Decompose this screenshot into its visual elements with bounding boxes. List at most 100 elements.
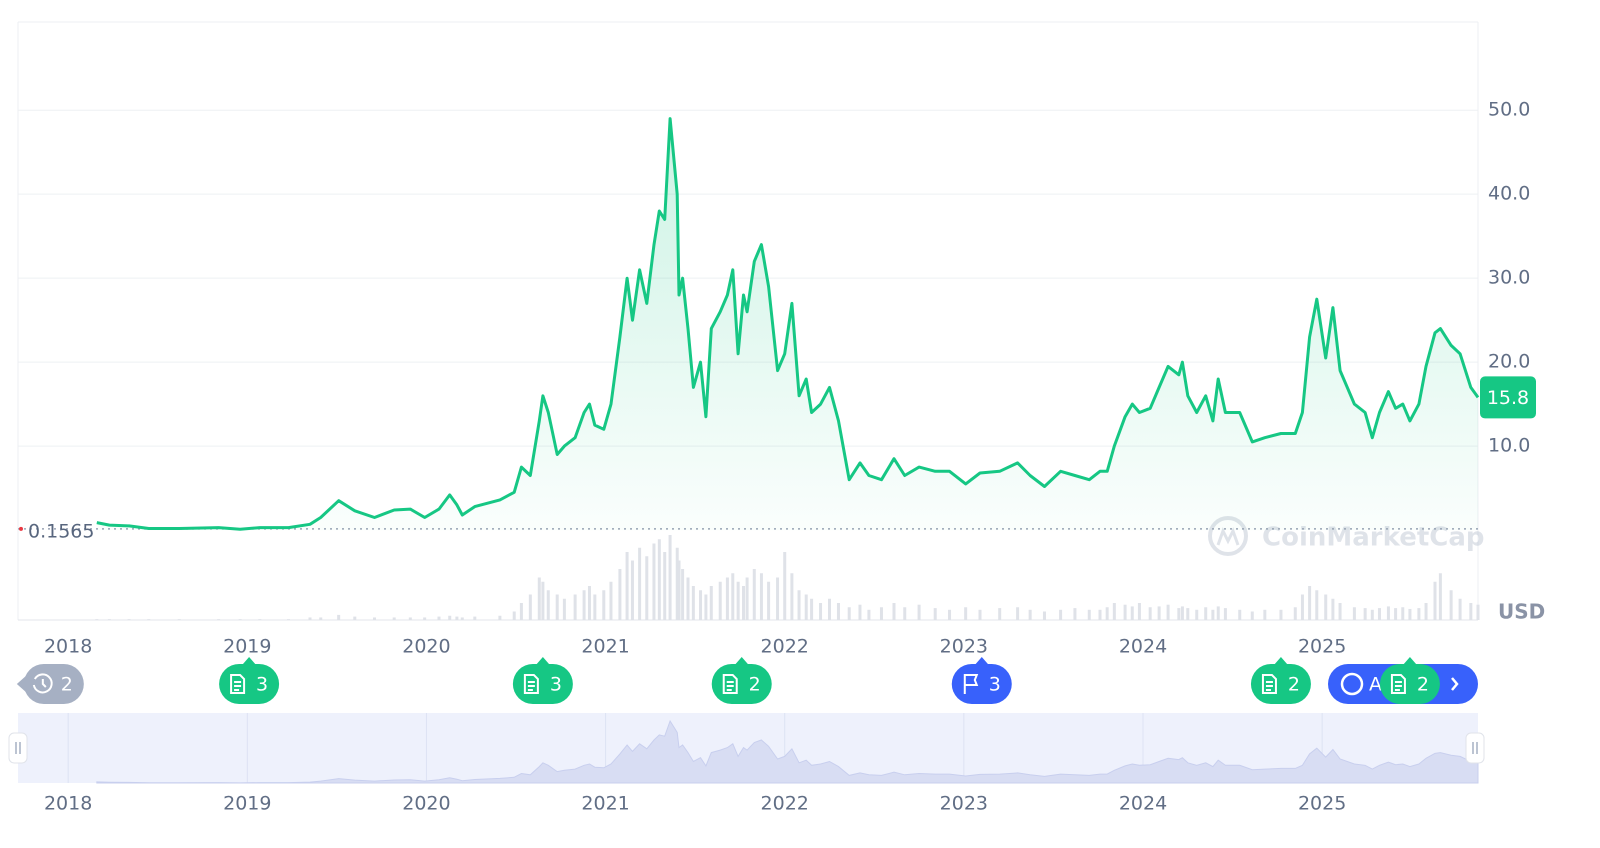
volume-bar — [1130, 606, 1134, 620]
badge-icon — [722, 674, 738, 694]
navigator-handle[interactable] — [1465, 732, 1485, 764]
volume-bar — [836, 603, 840, 620]
volume-bar — [1331, 598, 1335, 620]
volume-bar — [686, 577, 690, 620]
volume-bar — [704, 594, 708, 620]
volume-bar — [1469, 603, 1473, 620]
price-area — [96, 118, 1478, 531]
volume-bar — [1263, 609, 1267, 620]
volume-bar — [1324, 594, 1328, 620]
navigator-x-tick-label: 2019 — [223, 793, 271, 815]
navigator-x-tick-label: 2024 — [1119, 793, 1167, 815]
x-tick-label: 2024 — [1119, 636, 1167, 658]
x-tick-label: 2021 — [581, 636, 629, 658]
volume-bar — [718, 581, 722, 620]
event-badge[interactable]: 3 — [219, 657, 280, 704]
ai-icon — [1340, 672, 1364, 696]
navigator-x-tick-label: 2025 — [1298, 793, 1346, 815]
ai-button-arrow — [1451, 677, 1459, 691]
event-badge[interactable]: 2 — [16, 664, 84, 704]
event-badge[interactable]: 2 — [711, 657, 772, 704]
badge-pointer — [974, 657, 989, 665]
event-badge[interactable]: 3 — [951, 657, 1012, 704]
volume-bar — [95, 619, 99, 620]
navigator-handle[interactable] — [8, 732, 28, 764]
volume-bar — [917, 604, 921, 620]
volume-bar — [337, 614, 341, 620]
volume-bar — [519, 603, 523, 620]
navigator-x-tick-label: 2018 — [44, 793, 92, 815]
volume-bar — [858, 604, 862, 620]
volume-bar — [804, 594, 808, 620]
badge-pointer — [734, 657, 749, 665]
badge-count: 3 — [256, 674, 268, 696]
volume-bar — [512, 611, 516, 620]
volume-bar — [541, 581, 545, 620]
badge-pointer — [242, 657, 257, 665]
volume-bar — [392, 617, 396, 620]
navigator-x-tick-label: 2020 — [402, 793, 450, 815]
volume-bar — [1363, 608, 1367, 620]
volume-bar — [998, 608, 1002, 620]
volume-bar — [1438, 573, 1442, 620]
volume-bar — [258, 619, 262, 620]
badge-count: 2 — [1417, 674, 1429, 696]
volume-bar — [1157, 606, 1161, 620]
badge-icon — [523, 674, 539, 694]
y-tick-label: 50.0 — [1488, 99, 1530, 121]
volume-bar — [217, 619, 221, 620]
volume-bar — [582, 590, 586, 620]
volume-bar — [1338, 603, 1342, 620]
volume-bar — [663, 552, 667, 620]
volume-bar — [1293, 607, 1297, 620]
volume-bar — [1250, 611, 1254, 620]
volume-bar — [1458, 598, 1462, 620]
price-tag-label: 15.8 — [1487, 387, 1529, 409]
badge-count: 2 — [749, 674, 761, 696]
volume-bar — [677, 560, 681, 620]
badge-pointer — [1402, 657, 1417, 665]
x-tick-label: 2022 — [761, 636, 809, 658]
navigator-x-tick-label: 2022 — [761, 793, 809, 815]
volume-bar — [742, 586, 746, 620]
volume-bar — [745, 577, 749, 620]
volume-bar — [1408, 608, 1412, 620]
event-badge[interactable]: 2 — [1379, 657, 1440, 704]
badge-pointer — [16, 676, 26, 692]
volume-bar — [1105, 607, 1109, 620]
volume-bar — [602, 590, 606, 620]
volume-bar — [423, 617, 427, 620]
volume-bar — [1137, 603, 1141, 620]
volume-bar — [675, 547, 679, 620]
volume-bar — [681, 569, 685, 620]
volume-bar — [319, 617, 323, 620]
badge-body — [1250, 664, 1311, 704]
volume-bar — [1300, 594, 1304, 620]
badge-count: 2 — [1288, 674, 1300, 696]
volume-bar — [473, 616, 477, 620]
volume-bar — [731, 573, 735, 620]
volume-bar — [1186, 608, 1190, 620]
volume-bar — [1476, 604, 1480, 620]
event-badge[interactable]: 2 — [1250, 657, 1311, 704]
start-price-dot — [19, 526, 23, 531]
volume-bar — [645, 556, 649, 620]
volume-bar — [353, 616, 357, 620]
currency-label: USD — [1498, 600, 1545, 624]
volume-bar — [828, 598, 832, 620]
badge-count: 3 — [989, 674, 1001, 696]
volume-bar — [1148, 607, 1152, 620]
x-tick-label: 2023 — [940, 636, 988, 658]
badge-pointer — [535, 657, 550, 665]
volume-bar — [709, 586, 713, 620]
volume-bar — [1166, 604, 1170, 620]
event-badge[interactable]: 3 — [512, 657, 573, 704]
volume-bar — [783, 552, 787, 620]
badge-icon — [1261, 674, 1277, 694]
volume-bar — [127, 619, 131, 620]
volume-bar — [177, 619, 181, 620]
y-tick-label: 20.0 — [1488, 351, 1530, 373]
badge-body — [1379, 664, 1440, 704]
